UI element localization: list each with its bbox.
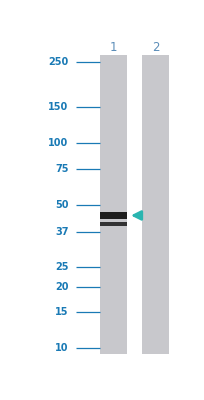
Text: 2: 2 <box>151 40 159 54</box>
Text: 20: 20 <box>55 282 68 292</box>
Text: 37: 37 <box>55 227 68 237</box>
Text: 75: 75 <box>55 164 68 174</box>
Text: 250: 250 <box>48 57 68 67</box>
Text: 1: 1 <box>110 40 117 54</box>
Text: 100: 100 <box>48 138 68 148</box>
Text: 150: 150 <box>48 102 68 112</box>
Bar <box>100 55 127 354</box>
Text: 25: 25 <box>55 262 68 272</box>
Bar <box>100 212 127 218</box>
Bar <box>142 55 169 354</box>
Text: 10: 10 <box>55 343 68 353</box>
Text: 50: 50 <box>55 200 68 210</box>
Text: 15: 15 <box>55 307 68 317</box>
Bar <box>100 222 127 226</box>
